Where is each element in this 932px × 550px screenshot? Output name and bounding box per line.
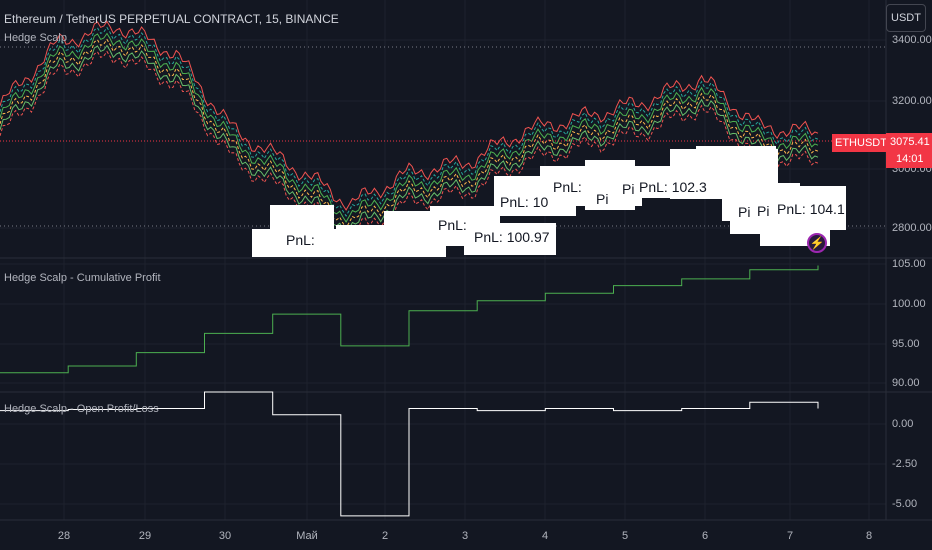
price-band-line [0,38,819,229]
open-pl-axis-label: -2.50 [892,458,918,470]
symbol-title[interactable]: Ethereum / TetherUS PERPETUAL CONTRACT, … [4,12,339,26]
pnl-label-box [464,223,556,255]
open-pl-axis-label: -5.00 [892,498,918,510]
time-axis-label: Май [296,530,318,542]
pnl-label: Pi [622,181,635,197]
price-band-line [0,32,819,223]
pnl-label: Pi [738,204,751,220]
open-profit-loss-line [0,391,819,517]
last-price-symbol-tag: ETHUSDT.P [832,134,900,152]
price-axis-label: 2800.00 [892,222,932,234]
price-countdown-tag: 14:01 [886,150,932,168]
cumulative-axis-label: 105.00 [892,258,926,270]
pnl-label: PnL: 10 [500,194,549,210]
pnl-label: PnL: 100.97 [474,229,550,245]
time-axis-label: 8 [865,530,873,542]
time-axis-label: 3 [461,530,469,542]
time-axis-label: 7 [786,530,794,542]
pnl-label: PnL: [438,217,467,233]
indicator-title-cumulative-profit[interactable]: Hedge Scalp - Cumulative Profit [4,272,161,284]
open-pl-axis-label: 0.00 [892,418,914,430]
cumulative-axis-label: 100.00 [892,298,926,310]
price-band-line [0,20,819,211]
price-axis-label: 3200.00 [892,95,932,107]
pnl-label: PnL: [553,179,582,195]
time-axis-label: 30 [218,530,232,542]
pnl-label-box [270,205,334,235]
price-band-line [0,50,819,241]
time-axis-label: 29 [138,530,152,542]
last-price-tag: 3075.41 [886,133,932,151]
price-band-line [0,44,819,235]
cumulative-profit-line [0,265,819,374]
indicator-title-open-profit-loss[interactable]: Hedge Scalp - Open Profit/Loss [4,403,159,415]
pnl-label: PnL: [286,232,315,248]
indicator-title-hedge-scalp[interactable]: Hedge Scalp [4,32,67,44]
pnl-label: PnL: 102.3 [639,179,707,195]
cumulative-axis-label: 90.00 [892,377,920,389]
time-axis-label: 5 [621,530,629,542]
lightning-icon[interactable]: ⚡ [807,233,827,253]
time-axis-label: 6 [701,530,709,542]
time-axis-label: 2 [381,530,389,542]
pnl-label-box [696,146,776,176]
pnl-label: PnL: 104.1 [777,201,845,217]
currency-button[interactable]: USDT [886,4,926,32]
pnl-label: Pi [757,203,770,219]
time-axis-label: 28 [57,530,71,542]
pnl-label: Pi [596,191,609,207]
price-band-line [0,26,819,217]
cumulative-axis-label: 95.00 [892,338,920,350]
time-axis-label: 4 [541,530,549,542]
price-axis-label: 3400.00 [892,34,932,46]
